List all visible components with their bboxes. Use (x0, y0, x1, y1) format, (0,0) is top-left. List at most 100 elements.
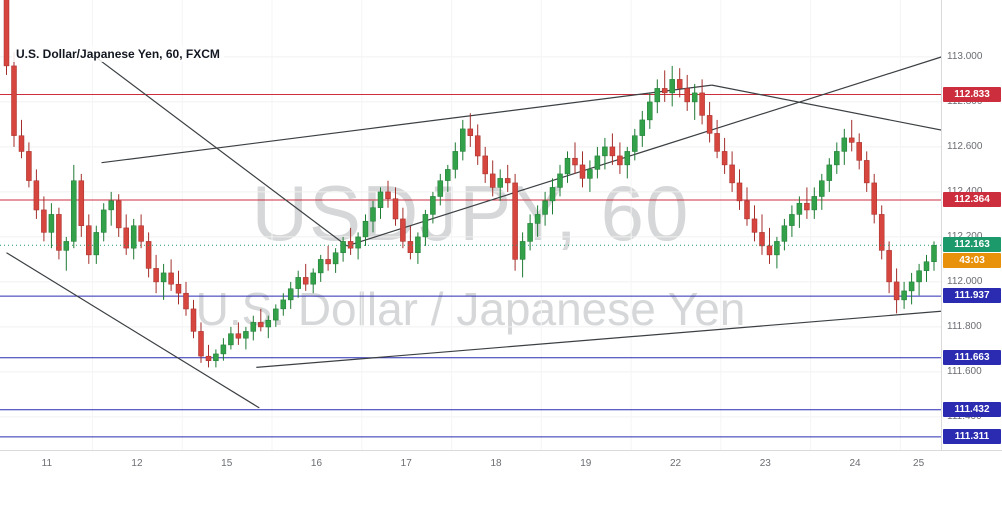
candle-body (669, 79, 675, 94)
candle-body (691, 92, 698, 103)
candle-body (886, 250, 892, 283)
price-axis[interactable]: 113.000112.800112.600112.400112.200112.0… (941, 0, 1002, 450)
candle-body (3, 0, 10, 67)
candle-body (863, 160, 870, 184)
time-axis[interactable]: 11 12 15 16 17 18 19 22 23 24 25 (0, 450, 1002, 508)
candle-body (527, 223, 533, 242)
trend-lines[interactable] (6, 49, 942, 409)
candle-body (175, 283, 182, 294)
candle-body (923, 261, 930, 271)
candle-body (602, 146, 608, 157)
candle-body (205, 355, 212, 361)
candle-body (377, 191, 384, 208)
candle-body (18, 135, 25, 152)
candle-body (153, 268, 159, 283)
price-level-badge: 111.432 (943, 401, 1001, 417)
price-tick-label: 112.200 (947, 231, 982, 242)
candle-body (811, 196, 818, 211)
candle-body (504, 178, 511, 184)
candle-body (557, 173, 563, 188)
time-tick-label: 25 (913, 458, 925, 469)
candle-body (198, 331, 204, 357)
candle-body (826, 164, 833, 181)
candle-body (108, 200, 114, 211)
candle-body (721, 151, 728, 166)
candle-body (86, 225, 92, 256)
candle-body (235, 333, 242, 339)
candle-body (160, 272, 167, 283)
candle-body (856, 142, 862, 161)
price-level-badge: 111.663 (943, 349, 1001, 365)
time-tick-label: 11 (41, 458, 53, 469)
chart-legend-title[interactable]: U.S. Dollar/Japanese Yen, 60, FXCM (12, 46, 224, 62)
candle-body (878, 214, 885, 251)
candle-body (243, 331, 249, 339)
candle-body (183, 292, 189, 310)
candle-body (474, 135, 481, 157)
candle-body (542, 200, 548, 215)
candle-body (661, 88, 668, 94)
candle-body (273, 308, 279, 321)
bar-countdown-badge: 43:03 (943, 253, 1001, 269)
candle-body (295, 277, 301, 289)
candle-body (512, 182, 518, 260)
candle-body (400, 218, 406, 242)
candle-body (56, 214, 62, 251)
candle-body (392, 198, 399, 220)
candle-body (632, 135, 638, 152)
candle-body (594, 155, 601, 170)
candle-body (332, 252, 339, 265)
candle-body (347, 241, 354, 249)
candle-body (916, 270, 922, 283)
candle-body (564, 157, 571, 175)
candle-body (759, 232, 765, 247)
price-level-badge: 112.833 (943, 86, 1001, 102)
price-tick-label: 112.000 (947, 275, 983, 287)
candle-body (781, 225, 788, 242)
price-tick-label: 111.800 (947, 320, 982, 332)
candle-body (819, 180, 825, 197)
candle-body (684, 88, 690, 103)
candle-body (901, 290, 907, 301)
candle-body (609, 146, 616, 157)
candle-body (729, 164, 735, 184)
candle-body (310, 272, 316, 285)
candle-body (699, 92, 705, 116)
candle-body (534, 214, 541, 224)
price-tick-label: 112.400 (947, 186, 982, 197)
level-lines[interactable] (0, 94, 941, 438)
candle-body (370, 207, 376, 222)
price-level-badge: 111.311 (943, 428, 1001, 444)
candle-body (317, 259, 324, 274)
candle-body (639, 119, 646, 136)
candle-body (804, 202, 810, 211)
candle-body (460, 128, 466, 152)
candle-body (467, 128, 474, 136)
candle-body (115, 200, 122, 229)
candle-body (841, 137, 848, 152)
candlestick-chart[interactable] (0, 0, 941, 450)
candle-body (789, 214, 795, 226)
price-level-badge: 111.937 (943, 288, 1001, 304)
candle-body (834, 151, 840, 166)
candle-body (130, 225, 137, 249)
candle-body (415, 236, 421, 253)
candle-body (407, 241, 414, 253)
candle-body (26, 151, 32, 181)
candle-body (497, 178, 503, 188)
candle-body (220, 344, 227, 355)
candle-body (654, 88, 661, 103)
candle-body (489, 173, 496, 188)
time-tick-label: 16 (310, 458, 323, 469)
candle-body (71, 180, 77, 242)
time-tick-label: 22 (669, 458, 682, 469)
candle-body (519, 241, 526, 260)
candle-body (145, 241, 152, 269)
candle-body (647, 101, 653, 121)
candle-body (624, 151, 631, 166)
current-price-badge: 112.163 (943, 237, 1001, 253)
candle-body (437, 180, 444, 197)
candle-body (228, 333, 234, 346)
candle-body (355, 236, 361, 249)
